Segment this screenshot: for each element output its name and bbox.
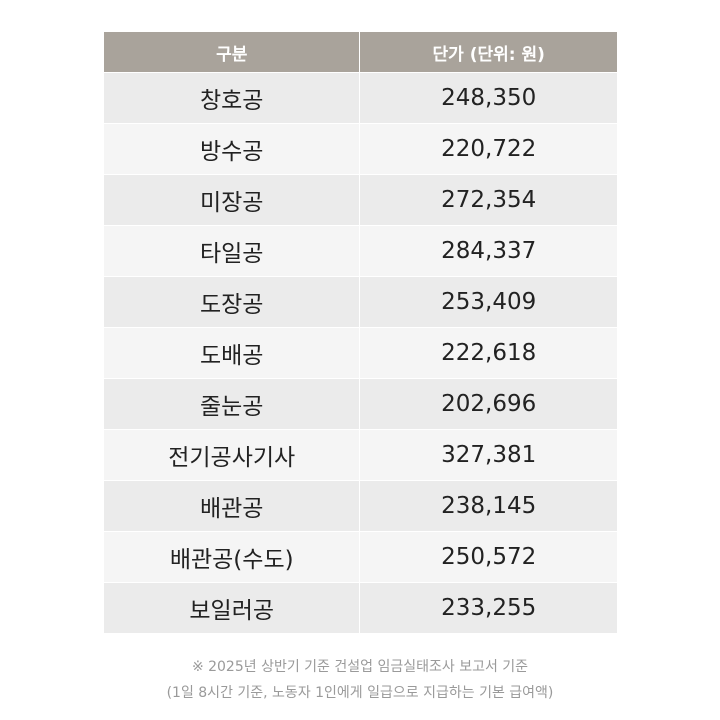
unit-price: 233,255	[359, 582, 617, 633]
table-row: 미장공 272,354	[104, 174, 617, 226]
unit-price: 327,381	[359, 429, 617, 481]
basis-note: (1일 8시간 기준, 노동자 1인에게 일급으로 지급하는 기본 급여액)	[166, 685, 554, 701]
trade-name: 보일러공	[104, 582, 361, 633]
wage-table: 구분 단가 (단위: 원) 창호공 248,350 방수공 220,722 미장…	[104, 32, 617, 633]
table-row: 줄눈공 202,696	[104, 378, 617, 430]
trade-name: 배관공	[104, 480, 361, 532]
unit-price: 202,696	[359, 378, 617, 430]
table-row: 보일러공 233,255	[104, 582, 617, 633]
header-unit-price: 단가 (단위: 원)	[359, 32, 617, 73]
unit-price: 250,572	[359, 531, 617, 583]
unit-price: 222,618	[359, 327, 617, 379]
table-row: 도배공 222,618	[104, 327, 617, 379]
table-header-row: 구분 단가 (단위: 원)	[104, 32, 617, 73]
unit-price: 248,350	[359, 72, 617, 124]
trade-name: 줄눈공	[104, 378, 361, 430]
trade-name: 창호공	[104, 72, 361, 124]
table-row: 배관공(수도) 250,572	[104, 531, 617, 583]
unit-price: 284,337	[359, 225, 617, 277]
unit-price: 238,145	[359, 480, 617, 532]
trade-name: 도장공	[104, 276, 361, 328]
table-row: 방수공 220,722	[104, 123, 617, 175]
trade-name: 배관공(수도)	[104, 531, 361, 583]
header-category: 구분	[104, 32, 361, 73]
table-row: 전기공사기사 327,381	[104, 429, 617, 481]
unit-price: 253,409	[359, 276, 617, 328]
unit-price: 220,722	[359, 123, 617, 175]
trade-name: 방수공	[104, 123, 361, 175]
table-row: 타일공 284,337	[104, 225, 617, 277]
source-note: ※ 2025년 상반기 기준 건설업 임금실태조사 보고서 기준	[191, 659, 529, 675]
trade-name: 타일공	[104, 225, 361, 277]
trade-name: 도배공	[104, 327, 361, 379]
unit-price: 272,354	[359, 174, 617, 226]
table-row: 창호공 248,350	[104, 72, 617, 124]
table-row: 배관공 238,145	[104, 480, 617, 532]
table-row: 도장공 253,409	[104, 276, 617, 328]
trade-name: 전기공사기사	[104, 429, 361, 481]
trade-name: 미장공	[104, 174, 361, 226]
